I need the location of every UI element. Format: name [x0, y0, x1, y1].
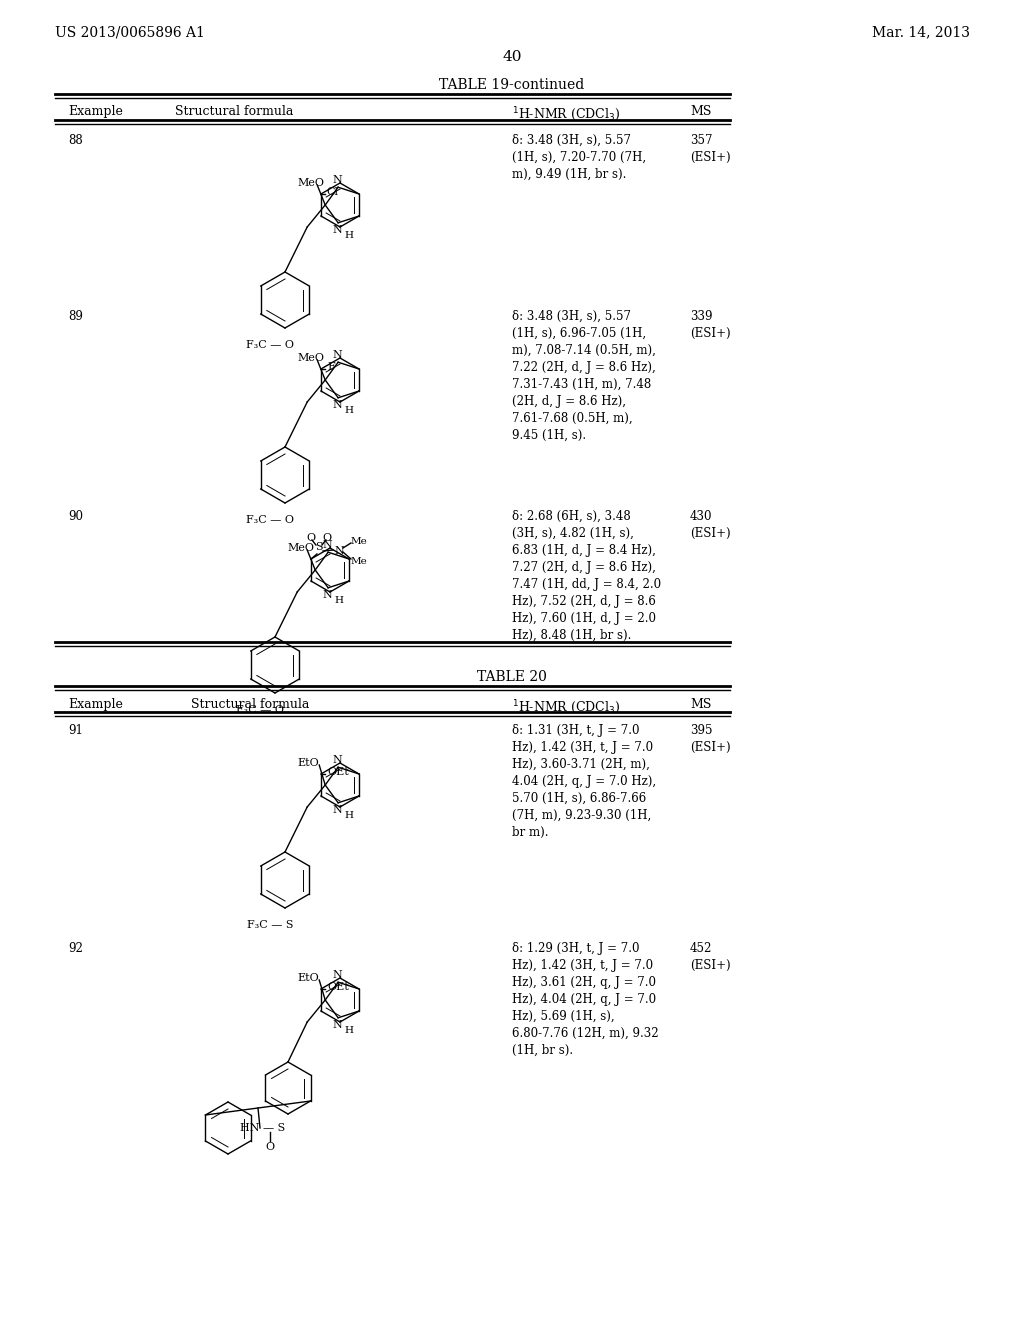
- Text: 91: 91: [68, 723, 83, 737]
- Text: Cl: Cl: [326, 187, 338, 197]
- Text: F₃C — O: F₃C — O: [236, 705, 284, 715]
- Text: N: N: [332, 805, 342, 814]
- Text: TABLE 19-continued: TABLE 19-continued: [439, 78, 585, 92]
- Text: O: O: [306, 533, 315, 543]
- Text: O: O: [265, 1142, 274, 1152]
- Text: Example: Example: [68, 106, 123, 117]
- Text: N: N: [332, 176, 342, 185]
- Text: H: H: [334, 595, 343, 605]
- Text: N: N: [332, 1020, 342, 1030]
- Text: F₃C — O: F₃C — O: [246, 341, 294, 350]
- Text: N: N: [332, 224, 342, 235]
- Text: 430
(ESI+): 430 (ESI+): [690, 510, 731, 540]
- Text: 90: 90: [68, 510, 83, 523]
- Text: H: H: [344, 405, 353, 414]
- Text: Structural formula: Structural formula: [190, 698, 309, 711]
- Text: 395
(ESI+): 395 (ESI+): [690, 723, 731, 754]
- Text: F₃C — O: F₃C — O: [246, 515, 294, 525]
- Text: US 2013/0065896 A1: US 2013/0065896 A1: [55, 25, 205, 40]
- Text: Example: Example: [68, 698, 123, 711]
- Text: MeO: MeO: [287, 543, 314, 553]
- Text: δ: 2.68 (6H, s), 3.48
(3H, s), 4.82 (1H, s),
6.83 (1H, d, J = 8.4 Hz),
7.27 (2H,: δ: 2.68 (6H, s), 3.48 (3H, s), 4.82 (1H,…: [512, 510, 662, 642]
- Text: MeO: MeO: [297, 178, 325, 187]
- Text: S: S: [315, 543, 323, 552]
- Text: 89: 89: [68, 310, 83, 323]
- Text: δ: 1.29 (3H, t, J = 7.0
Hz), 1.42 (3H, t, J = 7.0
Hz), 3.61 (2H, q, J = 7.0
Hz),: δ: 1.29 (3H, t, J = 7.0 Hz), 1.42 (3H, t…: [512, 942, 658, 1057]
- Text: N: N: [332, 755, 342, 766]
- Text: OEt: OEt: [327, 982, 349, 993]
- Text: MS: MS: [690, 698, 712, 711]
- Text: O: O: [323, 533, 332, 543]
- Text: δ: 1.31 (3H, t, J = 7.0
Hz), 1.42 (3H, t, J = 7.0
Hz), 3.60-3.71 (2H, m),
4.04 (: δ: 1.31 (3H, t, J = 7.0 Hz), 1.42 (3H, t…: [512, 723, 656, 840]
- Text: F: F: [327, 362, 335, 372]
- Text: TABLE 20: TABLE 20: [477, 671, 547, 684]
- Text: F₃C — S: F₃C — S: [247, 920, 293, 931]
- Text: $^1$H-NMR (CDCl$_3$): $^1$H-NMR (CDCl$_3$): [512, 698, 621, 715]
- Text: OEt: OEt: [327, 767, 349, 777]
- Text: Me: Me: [351, 537, 368, 546]
- Text: 339
(ESI+): 339 (ESI+): [690, 310, 731, 341]
- Text: 88: 88: [68, 135, 83, 147]
- Text: MS: MS: [690, 106, 712, 117]
- Text: N: N: [335, 546, 345, 556]
- Text: δ: 3.48 (3H, s), 5.57
(1H, s), 7.20-7.70 (7H,
m), 9.49 (1H, br s).: δ: 3.48 (3H, s), 5.57 (1H, s), 7.20-7.70…: [512, 135, 646, 181]
- Text: Structural formula: Structural formula: [175, 106, 293, 117]
- Text: HN — S: HN — S: [240, 1123, 286, 1133]
- Text: 452
(ESI+): 452 (ESI+): [690, 942, 731, 972]
- Text: EtO: EtO: [297, 973, 318, 983]
- Text: δ: 3.48 (3H, s), 5.57
(1H, s), 6.96-7.05 (1H,
m), 7.08-7.14 (0.5H, m),
7.22 (2H,: δ: 3.48 (3H, s), 5.57 (1H, s), 6.96-7.05…: [512, 310, 656, 442]
- Text: Mar. 14, 2013: Mar. 14, 2013: [872, 25, 970, 40]
- Text: H: H: [344, 231, 353, 240]
- Text: Me: Me: [351, 557, 368, 566]
- Text: H: H: [344, 1026, 353, 1035]
- Text: EtO: EtO: [297, 758, 318, 768]
- Text: N: N: [323, 540, 332, 550]
- Text: $^1$H-NMR (CDCl$_3$): $^1$H-NMR (CDCl$_3$): [512, 106, 621, 123]
- Text: 92: 92: [68, 942, 83, 954]
- Text: N: N: [323, 590, 332, 599]
- Text: N: N: [332, 970, 342, 981]
- Text: MeO: MeO: [297, 352, 325, 363]
- Text: N: N: [332, 400, 342, 409]
- Text: H: H: [344, 810, 353, 820]
- Text: 357
(ESI+): 357 (ESI+): [690, 135, 731, 164]
- Text: 40: 40: [502, 50, 522, 63]
- Text: N: N: [332, 350, 342, 360]
